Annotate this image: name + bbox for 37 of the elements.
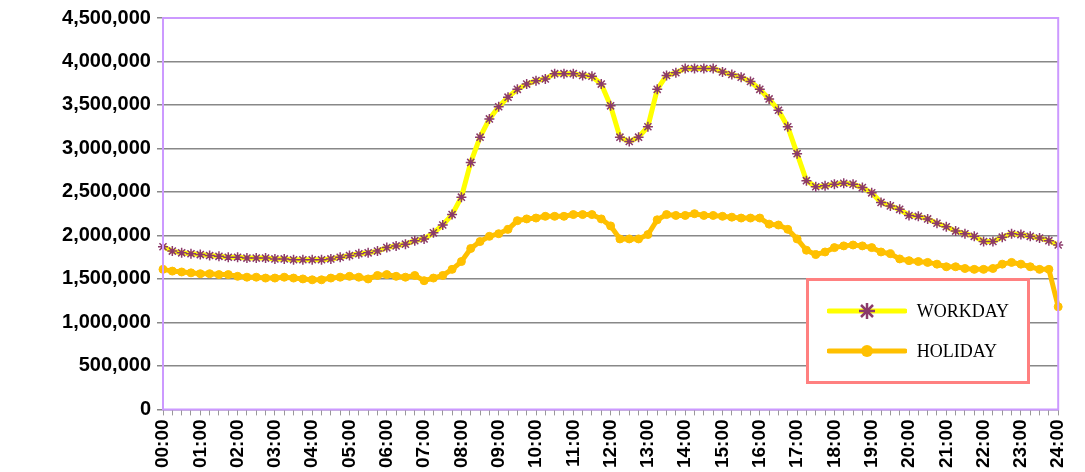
x-tick-label: 11:00 — [561, 419, 583, 467]
y-tick-label: 2,500,000 — [62, 179, 151, 202]
x-tick-label: 00:00 — [151, 419, 173, 469]
legend-label: WORKDAY — [916, 300, 1009, 322]
x-tick-label: 02:00 — [225, 419, 247, 469]
x-tick-label: 03:00 — [263, 419, 285, 469]
x-tick-label: 21:00 — [934, 419, 956, 469]
x-tick-label: 10:00 — [524, 419, 546, 469]
y-tick-label: 4,500,000 — [62, 5, 151, 28]
x-tick-label: 08:00 — [449, 419, 471, 469]
x-tick-label: 18:00 — [822, 419, 844, 469]
y-tick-label: 3,000,000 — [62, 135, 151, 158]
legend-label: HOLIDAY — [916, 340, 997, 362]
x-tick-label: 16:00 — [748, 419, 770, 469]
x-tick-label: 20:00 — [897, 419, 919, 469]
x-tick-label: 12:00 — [598, 419, 620, 469]
y-tick-label: 4,000,000 — [62, 49, 151, 72]
x-tick-label: 07:00 — [412, 419, 434, 469]
x-tick-label: 01:00 — [188, 419, 210, 469]
x-tick-label: 15:00 — [710, 419, 732, 469]
x-tick-label: 04:00 — [300, 419, 322, 469]
y-tick-label: 1,500,000 — [62, 266, 151, 289]
y-tick-label: 3,500,000 — [62, 92, 151, 115]
x-tick-label: 14:00 — [673, 419, 695, 469]
x-tick-label: 05:00 — [337, 419, 359, 469]
x-tick-label: 06:00 — [375, 419, 397, 469]
x-tick-label: 09:00 — [486, 419, 508, 469]
x-tick-label: 23:00 — [1009, 419, 1031, 469]
y-tick-label: 0 — [139, 396, 151, 419]
y-tick-label: 500,000 — [78, 353, 151, 376]
y-tick-label: 2,000,000 — [62, 222, 151, 245]
x-tick-label: 24:00 — [1046, 419, 1068, 469]
x-tick-label: 17:00 — [785, 419, 807, 469]
x-tick-label: 19:00 — [859, 419, 881, 469]
y-tick-label: 1,000,000 — [62, 309, 151, 332]
x-tick-label: 13:00 — [636, 419, 658, 469]
x-tick-label: 22:00 — [971, 419, 993, 469]
